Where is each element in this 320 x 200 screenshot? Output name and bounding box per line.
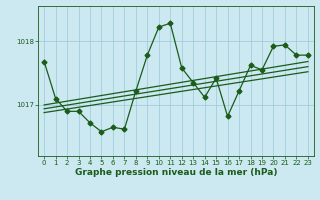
X-axis label: Graphe pression niveau de la mer (hPa): Graphe pression niveau de la mer (hPa) — [75, 168, 277, 177]
